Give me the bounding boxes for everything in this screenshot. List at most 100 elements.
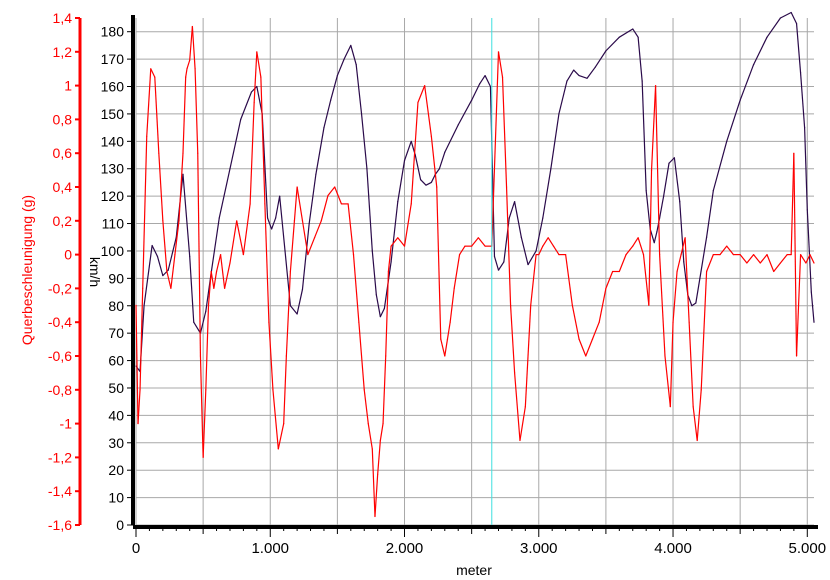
speed-point — [484, 74, 486, 77]
speed-point — [508, 217, 510, 219]
accel-point — [256, 51, 258, 53]
accel-point — [684, 237, 686, 239]
accel-segment — [352, 254, 360, 323]
speed-point — [790, 11, 792, 14]
accel-segment — [773, 262, 781, 272]
accel-point — [650, 169, 653, 171]
accel-segment — [684, 237, 690, 323]
accel-segment — [514, 372, 521, 441]
speed-point — [403, 159, 406, 162]
accel-segment — [477, 237, 486, 247]
accel-segment — [387, 246, 392, 272]
accel-segment — [289, 220, 296, 272]
speed-tick-label: 70 — [108, 325, 124, 341]
speed-point — [205, 310, 207, 312]
speed-segment — [795, 23, 802, 73]
accel-point — [446, 338, 449, 340]
accel-point — [530, 304, 532, 306]
accel-segment — [358, 322, 365, 390]
accel-segment — [654, 85, 661, 255]
x-tick-label: 5.000 — [789, 540, 827, 557]
accel-point — [453, 287, 455, 289]
speed-segment — [457, 99, 473, 126]
accel-segment — [371, 448, 376, 517]
accel-segment — [327, 186, 336, 196]
speed-segment — [471, 83, 481, 101]
accel-point — [598, 321, 600, 323]
speed-segment — [484, 75, 491, 87]
accel-segment — [524, 305, 532, 407]
accel-segment — [692, 406, 698, 441]
accel-point — [571, 304, 573, 306]
accel-point — [382, 423, 384, 425]
accel-segment — [194, 68, 199, 154]
accel-point — [352, 254, 355, 256]
accel-point — [371, 448, 373, 450]
speed-segment — [605, 36, 620, 52]
speed-tick-label: 130 — [101, 161, 125, 177]
speed-point — [156, 255, 159, 258]
accel-segment — [453, 254, 461, 289]
accel-segment — [726, 245, 734, 255]
accel-segment — [174, 220, 180, 255]
speed-segment — [663, 163, 670, 197]
speed-segment — [330, 75, 338, 101]
speed-segment — [355, 64, 363, 114]
speed-point — [410, 140, 412, 142]
accel-point — [283, 423, 285, 425]
speed-point — [503, 261, 505, 263]
accel-point — [135, 304, 137, 306]
accel-segment — [444, 339, 449, 357]
speed-segment — [558, 80, 568, 115]
accel-segment — [186, 60, 191, 69]
speed-point — [489, 85, 492, 88]
speed-segment — [508, 201, 516, 219]
speed-segment — [550, 113, 560, 169]
speed-segment — [375, 294, 381, 317]
accel-segment — [553, 245, 560, 255]
accel-point — [732, 254, 735, 256]
speed-tick-label: 20 — [108, 462, 124, 478]
speed-tick-label: 0 — [116, 517, 124, 533]
speed-segment — [360, 113, 368, 169]
accel-segment — [680, 237, 686, 255]
x-axis-label: meter — [456, 562, 492, 575]
accel-point — [210, 270, 212, 273]
accel-segment — [219, 254, 226, 289]
accel-segment — [142, 136, 148, 289]
accel-tick-label: 1,2 — [53, 44, 73, 60]
accel-segment — [759, 254, 768, 264]
accel-segment — [215, 254, 222, 272]
speed-tick-label: 100 — [101, 243, 125, 259]
speed-point — [296, 313, 298, 315]
accel-segment — [650, 85, 657, 171]
speed-segment — [712, 141, 728, 191]
speed-point — [641, 80, 643, 82]
accel-segment — [199, 355, 204, 458]
x-tick-label: 2.000 — [386, 540, 424, 557]
accel-point — [786, 254, 788, 256]
accel-segment — [207, 271, 212, 306]
speed-point — [275, 217, 277, 219]
accel-point — [139, 389, 141, 391]
accel-segment — [191, 26, 196, 69]
accel-point — [205, 389, 207, 391]
speed-point — [813, 321, 815, 323]
accel-segment — [565, 254, 573, 306]
speed-point — [182, 173, 184, 175]
speed-segment — [315, 127, 325, 175]
speed-point — [558, 113, 560, 115]
speed-tick-label: 50 — [108, 380, 124, 396]
speed-segment — [691, 302, 697, 307]
accel-point — [625, 254, 627, 256]
speed-segment — [726, 100, 741, 142]
speed-segment — [182, 174, 191, 257]
accel-point — [719, 254, 721, 256]
speed-point — [653, 242, 655, 244]
accel-point — [170, 287, 172, 289]
speed-point — [330, 99, 332, 101]
accel-segment — [809, 254, 815, 264]
speed-point — [390, 261, 392, 263]
accel-point — [174, 254, 176, 256]
